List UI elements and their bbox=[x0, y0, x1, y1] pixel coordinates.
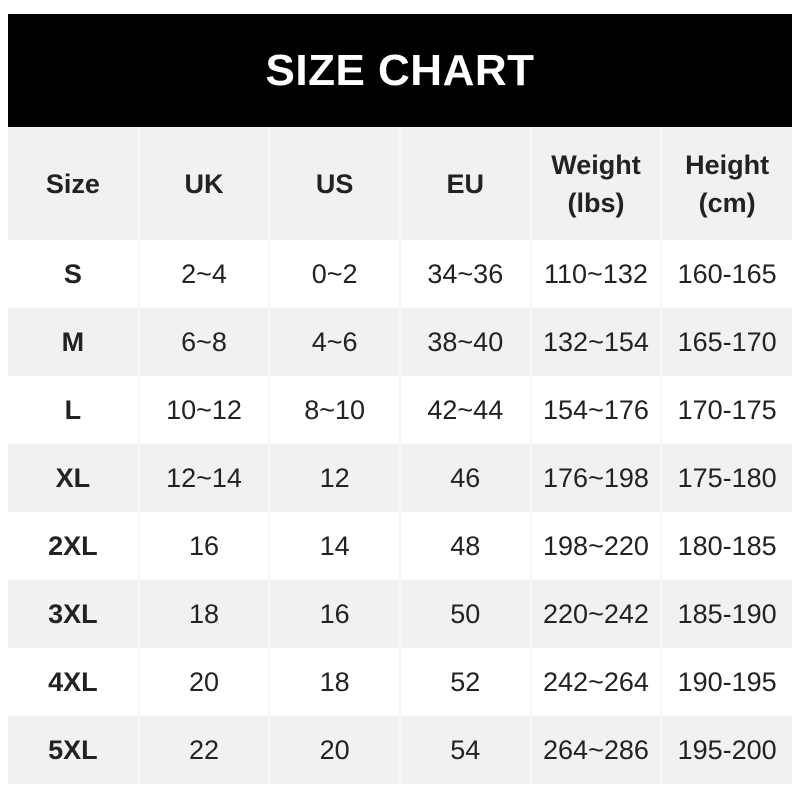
table-cell: 50 bbox=[398, 580, 531, 648]
column-header-label: Weight bbox=[551, 149, 641, 180]
table-row: 2XL 16 14 48 198~220 180-185 bbox=[8, 512, 792, 580]
column-header: US bbox=[268, 127, 400, 240]
table-cell: 180-185 bbox=[660, 512, 792, 580]
table-cell: 175-180 bbox=[660, 444, 792, 512]
column-header-unit: (lbs) bbox=[567, 187, 625, 218]
table-cell: 4~6 bbox=[268, 308, 400, 376]
table-cell: 20 bbox=[268, 716, 400, 784]
size-cell: 4XL bbox=[48, 666, 98, 697]
table-cell: 42~44 bbox=[398, 376, 531, 444]
table-cell: 8~10 bbox=[268, 376, 400, 444]
column-header: Size bbox=[8, 127, 139, 240]
table-cell: 165-170 bbox=[660, 308, 792, 376]
table-cell: 132~154 bbox=[529, 308, 662, 376]
table-cell: 20 bbox=[137, 648, 270, 716]
size-cell: 3XL bbox=[8, 580, 139, 648]
table-cell: 22 bbox=[137, 716, 270, 784]
table-cell: 38~40 bbox=[398, 308, 531, 376]
table-cell: 16 bbox=[137, 512, 270, 580]
table-cell: 10~12 bbox=[137, 376, 270, 444]
table-cell: 46 bbox=[398, 444, 531, 512]
table-cell: 52 bbox=[398, 648, 531, 716]
table-cell: 12 bbox=[268, 444, 400, 512]
table-cell: 176~198 bbox=[529, 444, 662, 512]
size-cell: M bbox=[8, 308, 139, 376]
table-cell: 242~264 bbox=[529, 648, 662, 716]
table-cell: 220~242 bbox=[529, 580, 662, 648]
table-cell: 170-175 bbox=[660, 376, 792, 444]
column-header-label: EU bbox=[446, 168, 485, 199]
table-cell: 195-200 bbox=[660, 716, 792, 784]
header-row: Size UK US EU Weight (lbs) Height (cm) bbox=[8, 127, 792, 240]
column-header: Weight (lbs) bbox=[529, 127, 662, 240]
column-header-label: US bbox=[315, 168, 354, 199]
table-row: M 6~8 4~6 38~40 132~154 165-170 bbox=[8, 308, 792, 376]
table-cell: 18 bbox=[268, 648, 400, 716]
table-cell: 2~4 bbox=[137, 240, 270, 308]
column-header: Height (cm) bbox=[660, 127, 792, 240]
size-table: Size UK US EU Weight (lbs) Height (cm) S 2~4 0~2 3… bbox=[8, 127, 792, 784]
table-cell: 264~286 bbox=[529, 716, 662, 784]
table-body: S 2~4 0~2 34~36 110~132 160-165 M 6~8 4~6 38~40 13… bbox=[8, 240, 792, 784]
column-header: EU bbox=[398, 127, 531, 240]
table-row: L 10~12 8~10 42~44 154~176 170-175 bbox=[8, 376, 792, 444]
table-row: 5XL 22 20 54 264~286 195-200 bbox=[8, 716, 792, 784]
table-cell: 48 bbox=[398, 512, 531, 580]
table-cell: 190-195 bbox=[660, 648, 792, 716]
table-row: 3XL 18 16 50 220~242 185-190 bbox=[8, 580, 792, 648]
size-cell: 2XL bbox=[48, 530, 98, 561]
table-cell: 16 bbox=[268, 580, 400, 648]
table-row: XL 12~14 12 46 176~198 175-180 bbox=[8, 444, 792, 512]
table-cell: 12~14 bbox=[137, 444, 270, 512]
table-row: 4XL 20 18 52 242~264 190-195 bbox=[8, 648, 792, 716]
table-cell: 198~220 bbox=[529, 512, 662, 580]
table-cell: 0~2 bbox=[268, 240, 400, 308]
column-header-label: Size bbox=[45, 168, 100, 199]
size-cell: L bbox=[64, 394, 82, 425]
column-header-unit: (cm) bbox=[698, 187, 756, 218]
table-cell: 34~36 bbox=[398, 240, 531, 308]
column-header-label: Height bbox=[685, 149, 770, 180]
column-header: UK bbox=[137, 127, 270, 240]
table-cell: 18 bbox=[137, 580, 270, 648]
size-cell: 5XL bbox=[8, 716, 139, 784]
size-cell: S bbox=[63, 258, 82, 289]
table-cell: 154~176 bbox=[529, 376, 662, 444]
table-row: S 2~4 0~2 34~36 110~132 160-165 bbox=[8, 240, 792, 308]
table-cell: 185-190 bbox=[660, 580, 792, 648]
size-cell: XL bbox=[8, 444, 139, 512]
table-cell: 160-165 bbox=[660, 240, 792, 308]
column-header-label: UK bbox=[184, 168, 224, 199]
table-cell: 14 bbox=[268, 512, 400, 580]
chart-title: SIZE CHART bbox=[8, 14, 792, 127]
table-cell: 110~132 bbox=[529, 240, 662, 308]
table-cell: 54 bbox=[398, 716, 531, 784]
table-cell: 6~8 bbox=[137, 308, 270, 376]
